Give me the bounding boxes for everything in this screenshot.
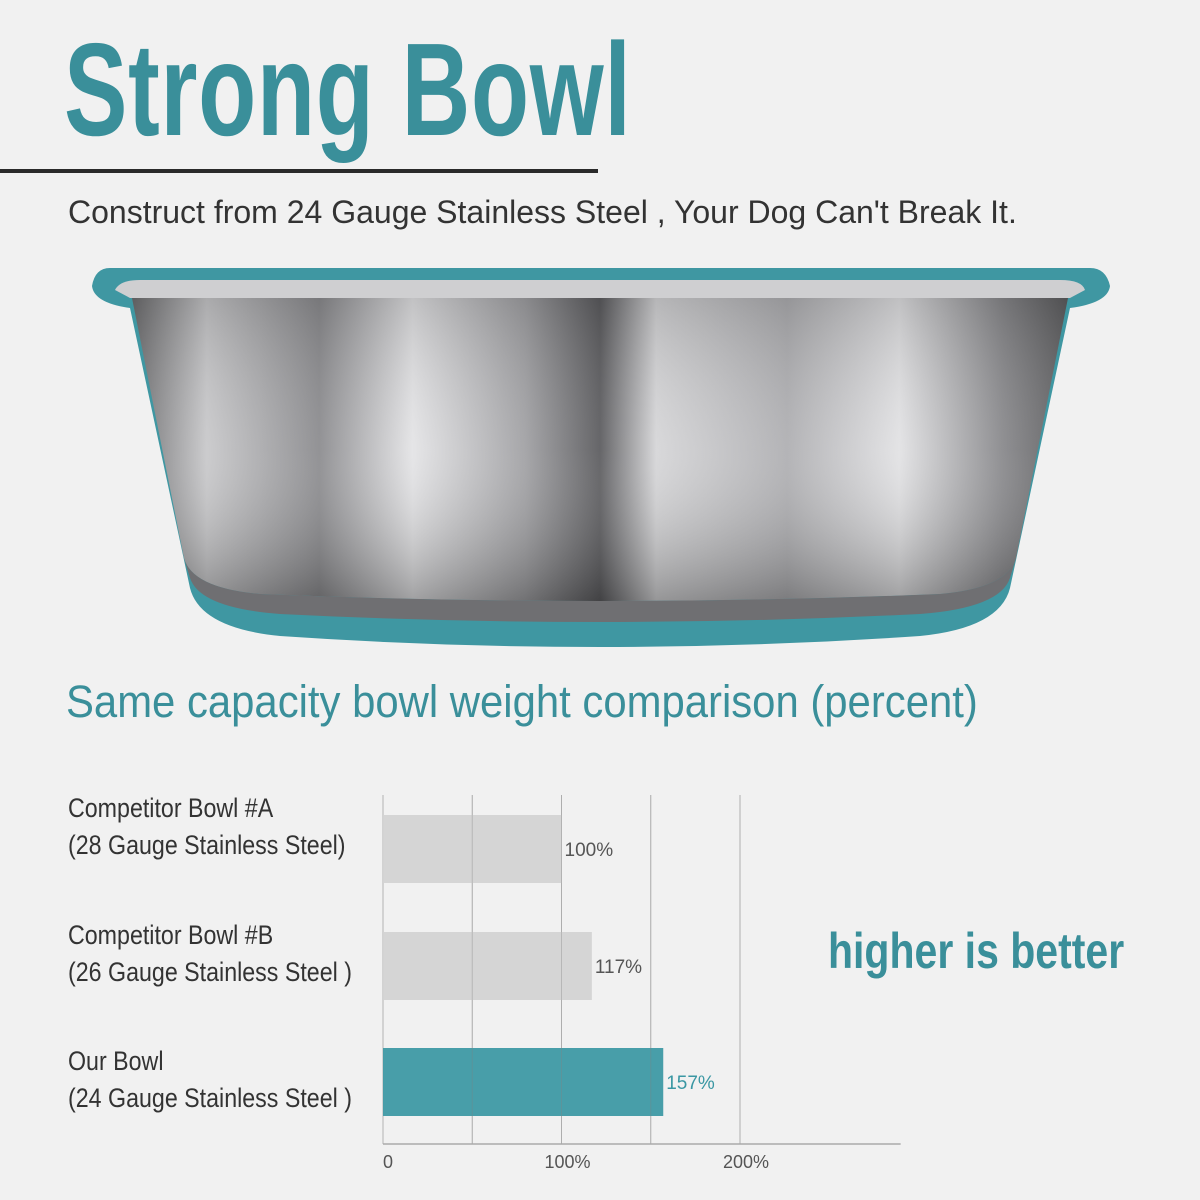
headline-title: Strong Bowl (64, 16, 632, 163)
category-label-our-bowl: Our Bowl (24 Gauge Stainless Steel ) (68, 1043, 352, 1117)
category-label-competitor-b: Competitor Bowl #B (26 Gauge Stainless S… (68, 917, 352, 991)
chart-title: Same capacity bowl weight comparison (pe… (66, 676, 978, 727)
category-detail: (24 Gauge Stainless Steel ) (68, 1083, 352, 1113)
category-name: Competitor Bowl #B (68, 920, 274, 950)
category-name: Competitor Bowl #A (68, 793, 274, 823)
data-label: 100% (565, 840, 614, 861)
x-tick-label: 0 (383, 1152, 393, 1172)
data-label: 117% (595, 957, 642, 978)
bar (383, 815, 562, 883)
bar (383, 1048, 664, 1116)
x-tick-label: 100% (544, 1152, 590, 1172)
data-label: 157% (666, 1073, 715, 1094)
subtitle: Construct from 24 Gauge Stainless Steel … (68, 194, 1017, 230)
higher-is-better-note: higher is better (828, 923, 1125, 979)
title-underline (0, 169, 598, 173)
bar (383, 932, 592, 1000)
stainless-bowl-image (92, 268, 1110, 647)
x-tick-label: 200% (723, 1152, 769, 1172)
category-detail: (28 Gauge Stainless Steel) (68, 830, 346, 860)
category-label-competitor-a: Competitor Bowl #A (28 Gauge Stainless S… (68, 790, 346, 864)
category-name: Our Bowl (68, 1046, 164, 1076)
category-detail: (26 Gauge Stainless Steel ) (68, 957, 352, 987)
